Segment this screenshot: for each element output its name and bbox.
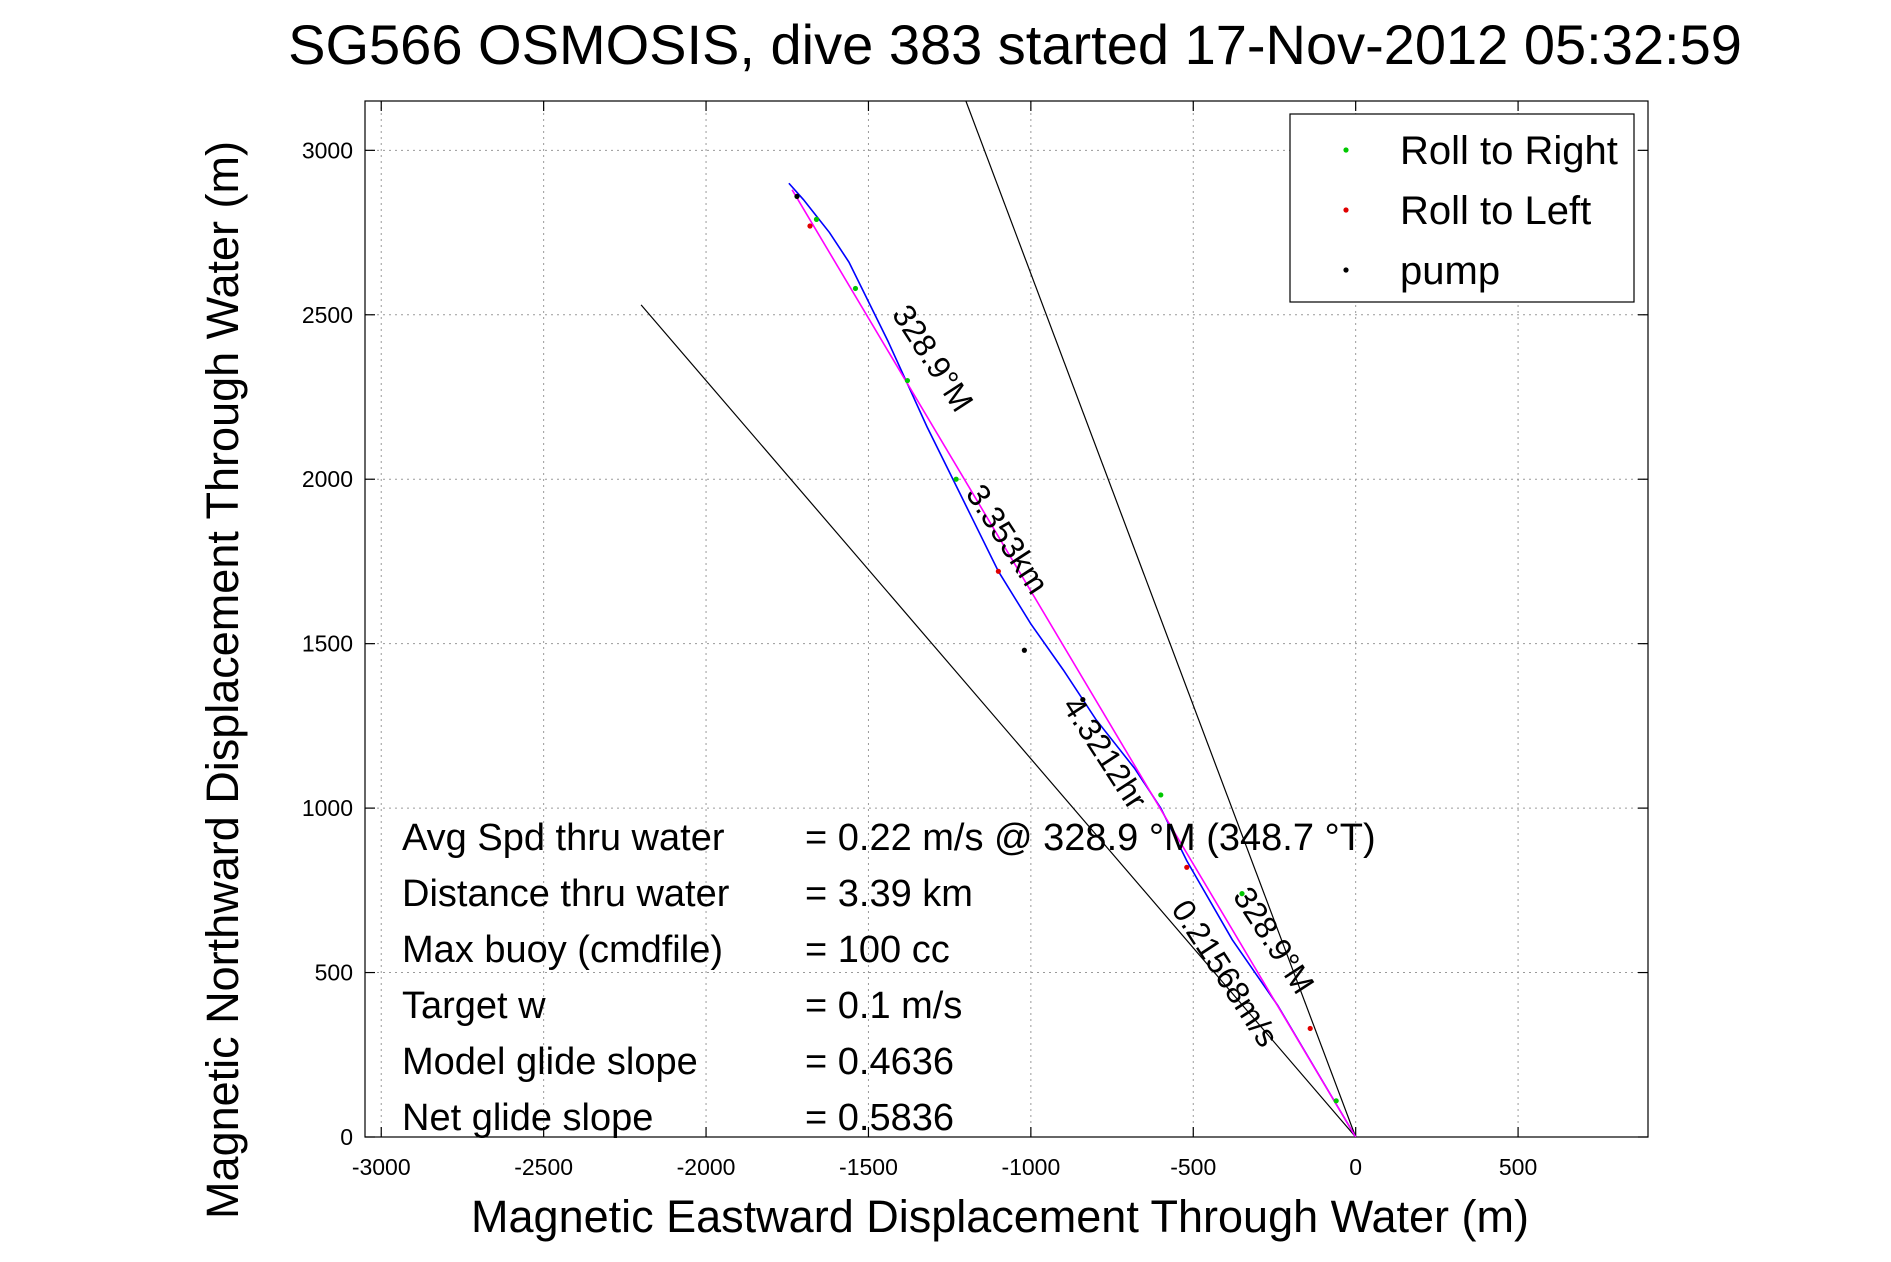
x-tick-label: -3000: [352, 1154, 411, 1180]
marker-point: [794, 193, 800, 199]
stat-value: = 3.39 km: [805, 873, 973, 915]
chart-title: SG566 OSMOSIS, dive 383 started 17-Nov-2…: [288, 13, 1742, 76]
marker-point: [1307, 1025, 1313, 1032]
stat-label: Net glide slope: [402, 1097, 653, 1139]
legend-label: pump: [1400, 249, 1500, 293]
marker-point: [953, 476, 959, 482]
stat-label: Distance thru water: [402, 873, 730, 915]
x-tick-label: -2500: [514, 1154, 573, 1180]
marker-point: [1239, 891, 1245, 897]
y-tick-label: 0: [340, 1124, 353, 1150]
series-line: [788, 182, 1357, 1137]
marker-point: [904, 377, 911, 384]
plot-markers: [794, 193, 1339, 1104]
stat-label: Max buoy (cmdfile): [402, 929, 723, 971]
stat-label: Model glide slope: [402, 1041, 698, 1083]
legend: Roll to Right Roll to Left pump: [1289, 113, 1635, 303]
stat-value: = 0.1 m/s: [805, 985, 962, 1027]
grid-lines: [365, 101, 1648, 1138]
plot-frame: [364, 100, 1649, 1138]
x-tick-label: -1000: [1001, 1154, 1060, 1180]
marker-point: [807, 223, 813, 229]
stat-value: = 0.5836: [805, 1097, 954, 1139]
stat-label: Target w: [402, 985, 546, 1027]
series-line: [791, 189, 1357, 1137]
marker-point: [1080, 696, 1086, 703]
marker-point: [1333, 1098, 1339, 1104]
y-tick-label: 1500: [302, 631, 353, 657]
reference-line: [640, 304, 1357, 1137]
marker-point: [813, 216, 820, 222]
x-tick-label: 0: [1349, 1154, 1362, 1180]
track-label: 328.9°M: [885, 298, 980, 418]
track-label: 4.3212hr: [1056, 690, 1155, 816]
y-tick-label: 2000: [302, 466, 353, 492]
marker-point: [1158, 792, 1164, 798]
marker-point: [995, 568, 1001, 574]
x-tick-label: -2000: [677, 1154, 736, 1180]
track-label: 3.353km: [959, 478, 1056, 601]
x-tick-label: 500: [1499, 1154, 1537, 1180]
y-tick-label: 500: [315, 960, 353, 986]
stat-label: Avg Spd thru water: [402, 817, 725, 859]
y-tick-label: 2500: [302, 302, 353, 328]
legend-label: Roll to Right: [1400, 129, 1618, 173]
legend-label: Roll to Left: [1400, 189, 1591, 233]
stats-annotation: Avg Spd thru water = 0.22 m/s @ 328.9 °M …: [402, 817, 1376, 1139]
y-axis-label: Magnetic Northward Displacement Through …: [197, 141, 248, 1219]
stat-value: = 0.22 m/s @ 328.9 °M (348.7 °T): [805, 817, 1376, 859]
marker-point: [1184, 864, 1190, 870]
x-axis-label: Magnetic Eastward Displacement Through W…: [471, 1191, 1529, 1242]
x-tick-label: -500: [1170, 1154, 1216, 1180]
marker-point: [1021, 647, 1027, 653]
stat-value: = 0.4636: [805, 1041, 954, 1083]
legend-marker: [1343, 207, 1349, 213]
plot-lines: [640, 101, 1357, 1137]
x-tick-label: -1500: [839, 1154, 898, 1180]
reference-line: [965, 101, 1357, 1137]
axes: -3000 -2500 -2000 -1500 -1000 -500 0 500 0 500 100…: [302, 100, 1649, 1180]
y-tick-label: 1000: [302, 795, 353, 821]
legend-marker: [1343, 147, 1349, 153]
legend-marker: [1343, 267, 1349, 273]
marker-point: [852, 285, 859, 292]
y-tick-label: 3000: [302, 137, 353, 163]
stat-value: = 100 cc: [805, 929, 950, 971]
